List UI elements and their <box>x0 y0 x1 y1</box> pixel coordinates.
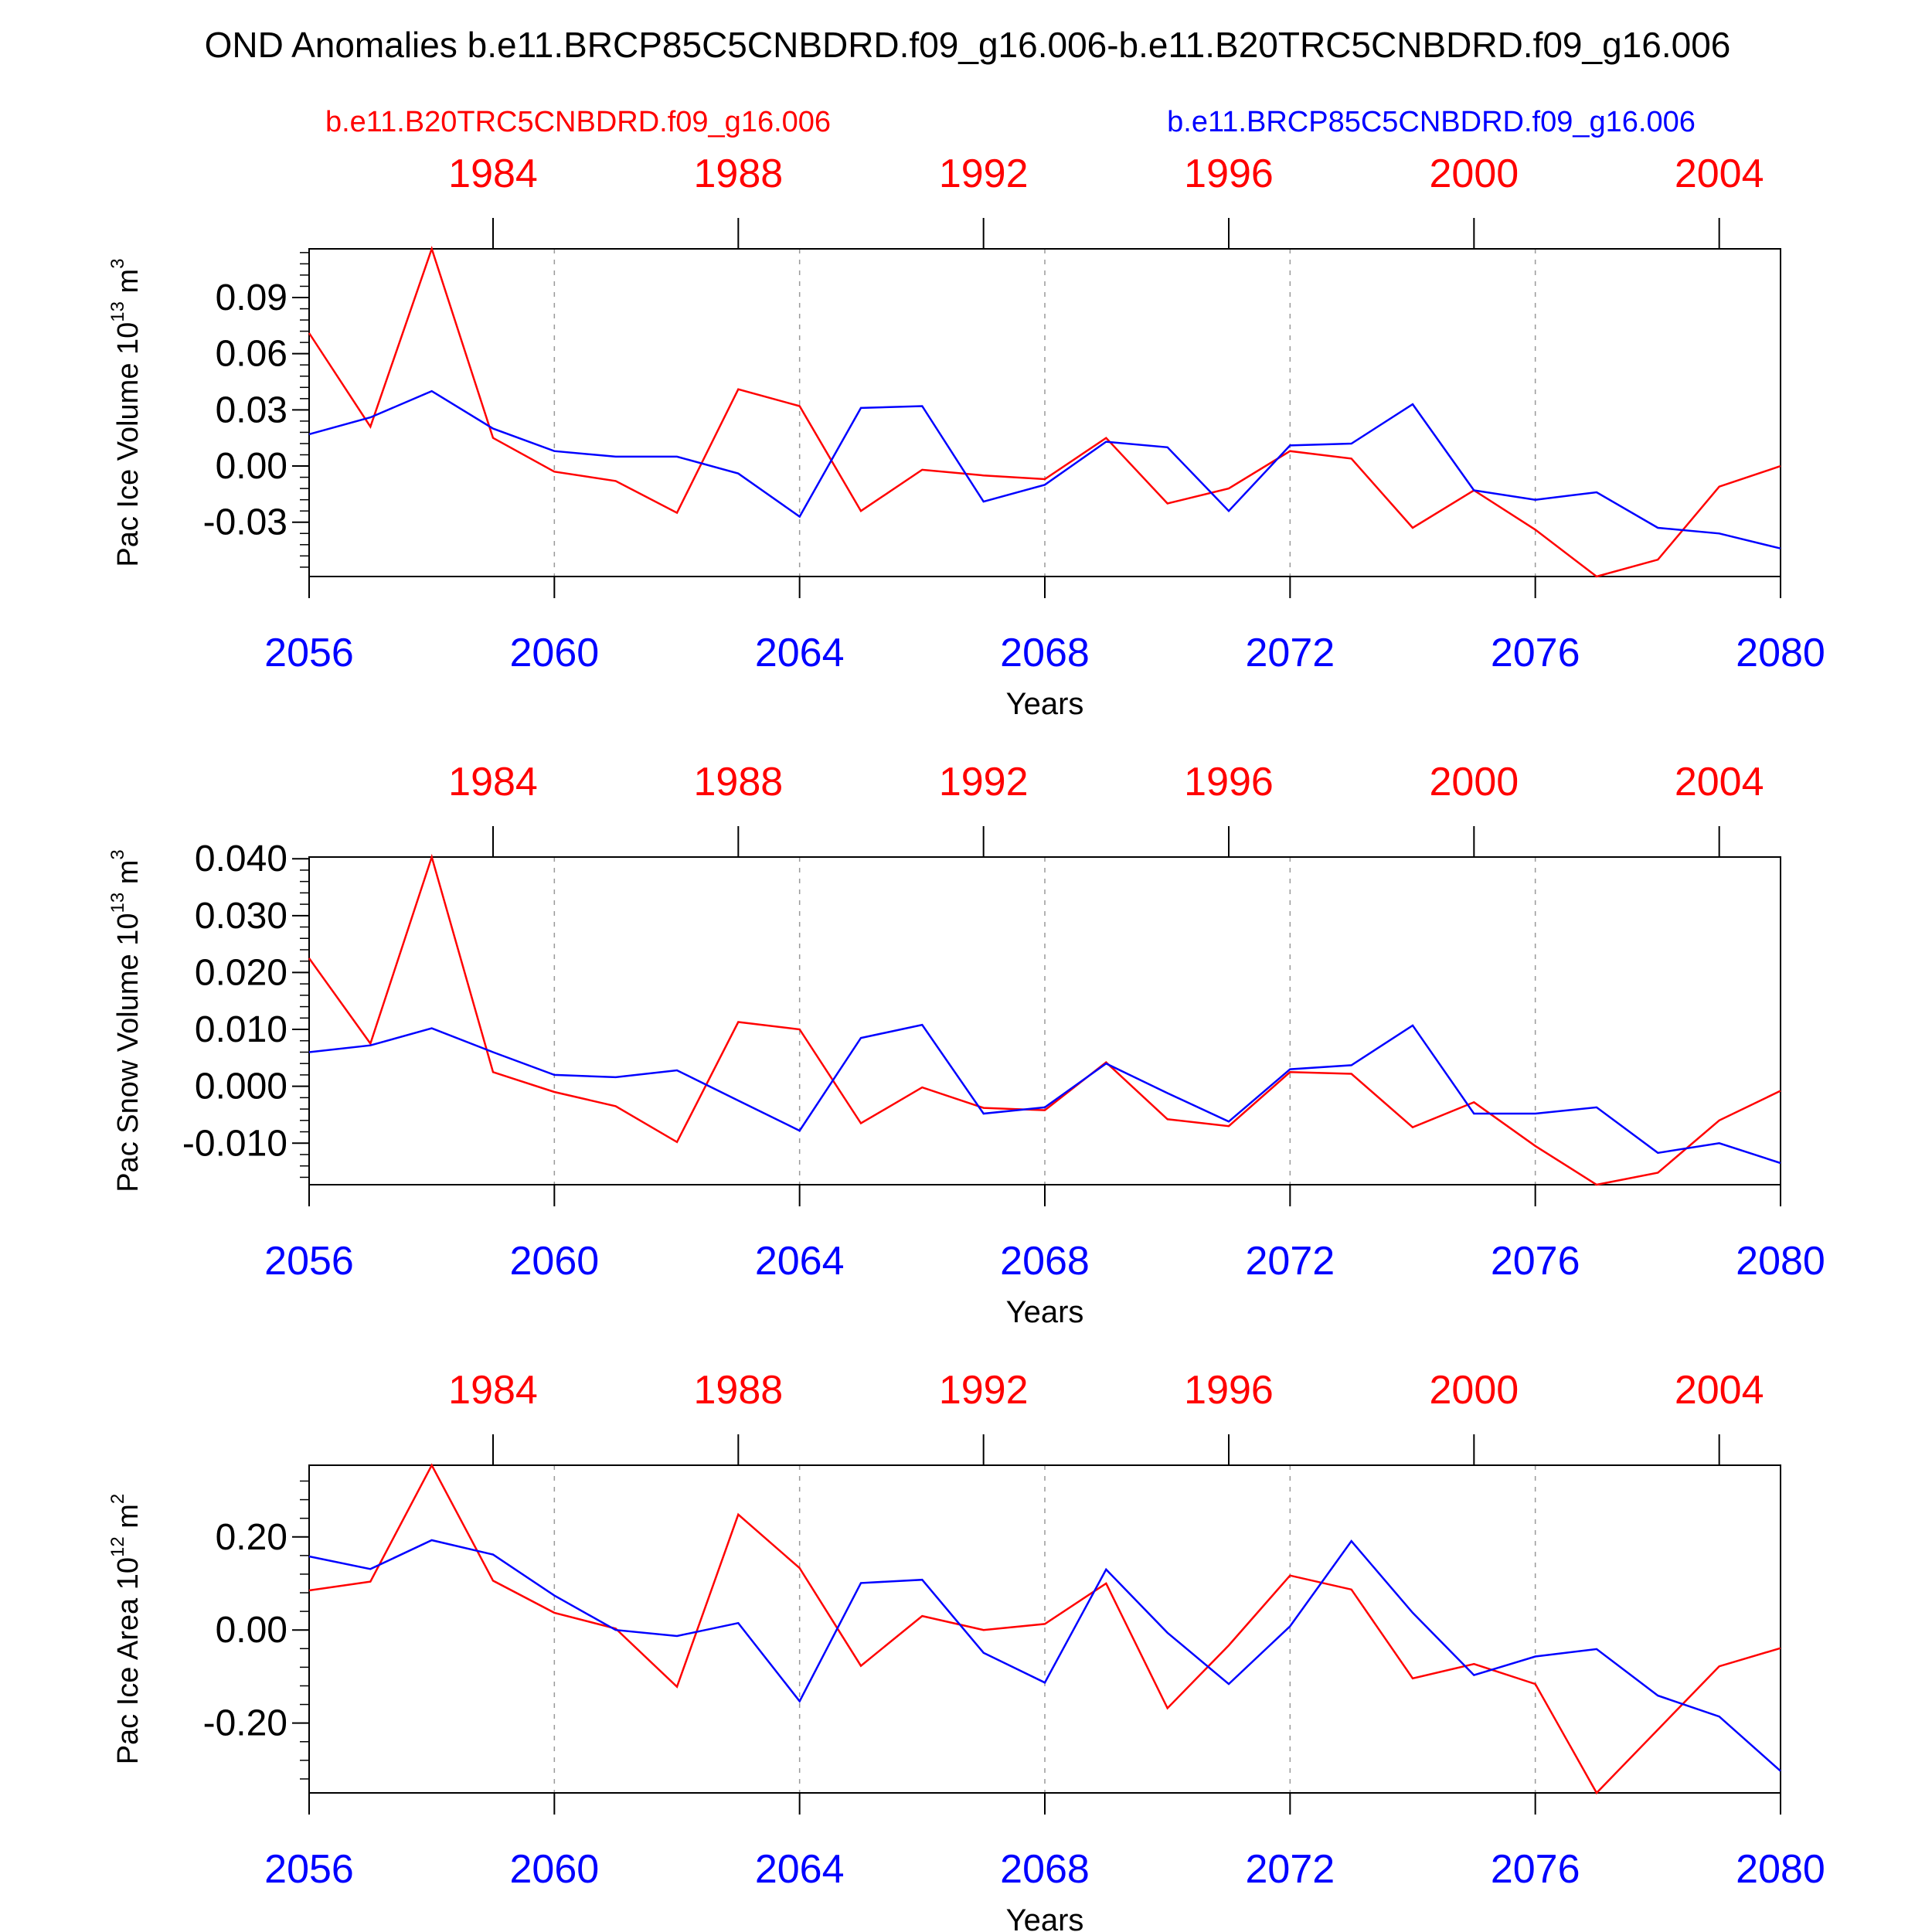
x-bottom-tick-label: 2060 <box>509 631 599 675</box>
chart-panel-3: -0.20 0.00 0.20 2056 2060 2064 2068 2072 2076 208… <box>107 1368 1825 1932</box>
x-top-tick-label: 1984 <box>448 1368 538 1413</box>
y-axis-label-main: Pac Snow Volume 10 <box>112 913 145 1192</box>
x-top-tick-label: 2000 <box>1429 760 1519 804</box>
y-axis-label-unit-power: 2 <box>107 1494 128 1504</box>
x-bottom-tick-label: 2076 <box>1491 1847 1580 1892</box>
y-axis-label-unit: m <box>112 860 145 893</box>
y-tick-label: 0.20 <box>216 1517 287 1558</box>
x-top-tick-label: 1996 <box>1184 151 1274 196</box>
chart-panel-1: -0.03 0.00 0.03 0.06 0.09 2056 2060 2064 2068 207… <box>107 151 1825 721</box>
x-top-tick-label: 2004 <box>1675 151 1764 196</box>
series-line-experiment <box>308 1539 1781 1772</box>
x-top-tick-label: 1992 <box>939 760 1029 804</box>
panels-container: -0.03 0.00 0.03 0.06 0.09 2056 2060 2064 2068 207… <box>107 151 1825 1932</box>
x-bottom-tick-label: 2064 <box>755 1847 845 1892</box>
x-bottom-tick-label: 2060 <box>509 1239 599 1284</box>
x-bottom-tick-label: 2072 <box>1245 1239 1335 1284</box>
x-bottom-tick-label: 2080 <box>1736 1239 1825 1284</box>
y-axis-label-unit: m <box>112 1504 145 1536</box>
x-bottom-tick-label: 2072 <box>1245 631 1335 675</box>
y-tick-label: -0.03 <box>203 502 287 543</box>
y-axis-label: Pac Snow Volume 1013 m3 <box>107 849 145 1192</box>
x-bottom-tick-label: 2056 <box>264 631 354 675</box>
x-top-tick-label: 1988 <box>693 151 783 196</box>
experiment-run-label: b.e11.BRCP85C5CNBDRD.f09_g16.006 <box>1167 106 1696 138</box>
y-axis-label-exponent: 13 <box>107 301 128 322</box>
x-axis-label: Years <box>1006 1295 1084 1329</box>
series-line-experiment <box>308 1023 1781 1165</box>
x-bottom-tick-label: 2076 <box>1491 1239 1580 1284</box>
y-tick-label: 0.00 <box>216 1610 287 1651</box>
figure-title: OND Anomalies b.e11.BRCP85C5CNBDRD.f09_g… <box>205 25 1731 65</box>
x-bottom-tick-label: 2064 <box>755 1239 845 1284</box>
x-axis-label: Years <box>1006 687 1084 721</box>
y-tick-label: 0.030 <box>195 896 287 937</box>
x-bottom-tick-label: 2056 <box>264 1239 354 1284</box>
series-line-reference <box>308 246 1781 578</box>
y-axis-label: Pac Ice Area 1012 m2 <box>107 1494 145 1765</box>
y-tick-label: -0.010 <box>182 1123 287 1164</box>
x-top-tick-label: 1988 <box>693 1368 783 1413</box>
x-top-tick-label: 1992 <box>939 1368 1029 1413</box>
x-bottom-tick-label: 2072 <box>1245 1847 1335 1892</box>
series-line-reference <box>308 1463 1781 1795</box>
x-bottom-tick-label: 2068 <box>1000 1239 1090 1284</box>
x-bottom-tick-label: 2068 <box>1000 1847 1090 1892</box>
x-top-tick-label: 1984 <box>448 760 538 804</box>
y-tick-label: 0.00 <box>216 446 287 487</box>
x-axis-label: Years <box>1006 1903 1084 1932</box>
x-bottom-tick-label: 2080 <box>1736 631 1825 675</box>
y-axis-label-main: Pac Ice Volume 10 <box>112 322 145 567</box>
x-top-tick-label: 2000 <box>1429 1368 1519 1413</box>
y-axis-label-main: Pac Ice Area 10 <box>112 1557 145 1764</box>
y-axis-label: Pac Ice Volume 1013 m3 <box>107 258 145 566</box>
y-tick-label: 0.09 <box>216 277 287 318</box>
x-top-tick-label: 1988 <box>693 760 783 804</box>
x-top-tick-label: 1996 <box>1184 760 1274 804</box>
x-bottom-tick-label: 2056 <box>264 1847 354 1892</box>
y-tick-label: 0.020 <box>195 952 287 993</box>
x-bottom-tick-label: 2068 <box>1000 631 1090 675</box>
series-line-experiment <box>308 389 1781 549</box>
x-bottom-tick-label: 2080 <box>1736 1847 1825 1892</box>
y-tick-label: 0.010 <box>195 1009 287 1050</box>
y-tick-label: 0.06 <box>216 334 287 375</box>
x-bottom-tick-label: 2064 <box>755 631 845 675</box>
reference-run-label: b.e11.B20TRC5CNBDRD.f09_g16.006 <box>325 106 831 138</box>
y-axis-label-unit-power: 3 <box>107 258 128 268</box>
series-line-reference <box>308 853 1781 1186</box>
y-axis-label-exponent: 12 <box>107 1536 128 1557</box>
y-tick-label: 0.040 <box>195 838 287 879</box>
x-bottom-tick-label: 2076 <box>1491 631 1580 675</box>
chart-panel-2: -0.010 0.000 0.010 0.020 0.030 0.040 2056 2060 2… <box>107 760 1825 1329</box>
x-top-tick-label: 1992 <box>939 151 1029 196</box>
x-top-tick-label: 1984 <box>448 151 538 196</box>
x-bottom-tick-label: 2060 <box>509 1847 599 1892</box>
y-axis-label-unit-power: 3 <box>107 849 128 859</box>
y-tick-label: 0.000 <box>195 1066 287 1107</box>
x-top-tick-label: 1996 <box>1184 1368 1274 1413</box>
x-top-tick-label: 2004 <box>1675 760 1764 804</box>
y-tick-label: -0.20 <box>203 1703 287 1744</box>
y-tick-label: 0.03 <box>216 389 287 430</box>
y-axis-label-exponent: 13 <box>107 893 128 913</box>
x-top-tick-label: 2000 <box>1429 151 1519 196</box>
y-axis-label-unit: m <box>112 269 145 301</box>
x-top-tick-label: 2004 <box>1675 1368 1764 1413</box>
